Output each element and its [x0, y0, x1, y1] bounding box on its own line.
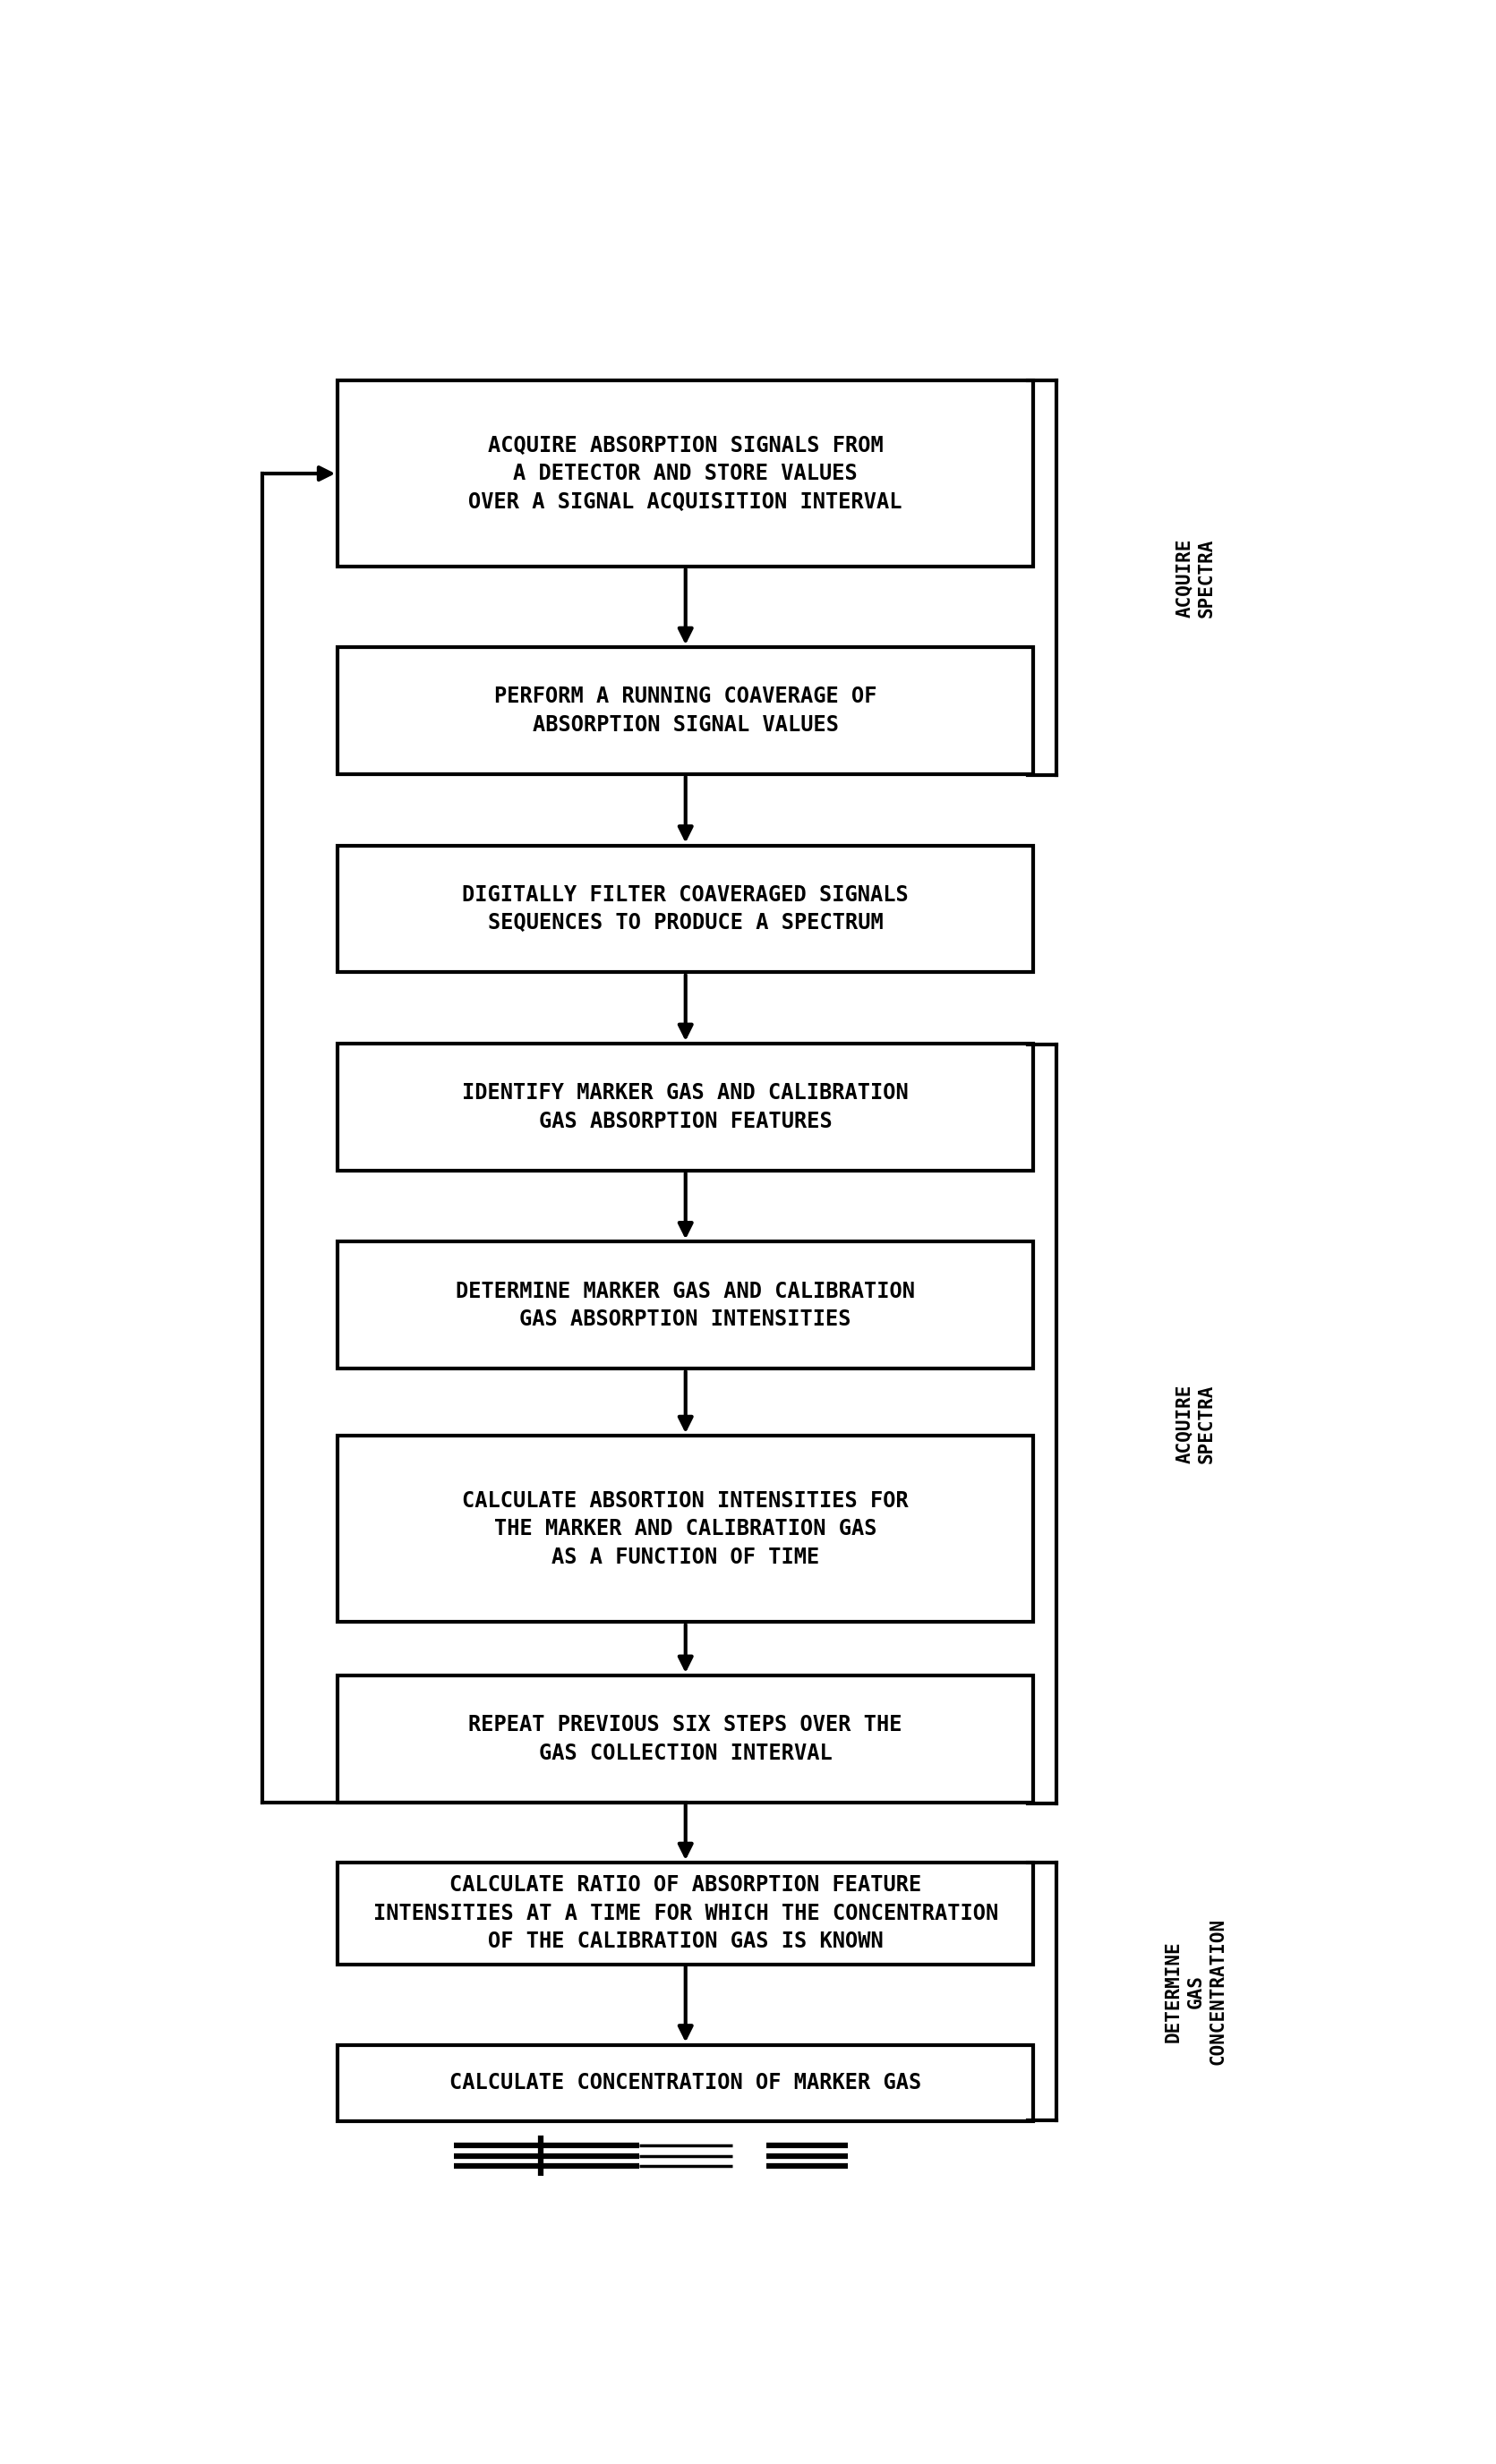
Bar — [338, 379, 1034, 567]
Text: ACQUIRE ABSORPTION SIGNALS FROM
A DETECTOR AND STORE VALUES
OVER A SIGNAL ACQUIS: ACQUIRE ABSORPTION SIGNALS FROM A DETECT… — [468, 434, 902, 513]
Bar — [338, 2045, 1034, 2122]
Text: DIGITALLY FILTER COAVERAGED SIGNALS
SEQUENCES TO PRODUCE A SPECTRUM: DIGITALLY FILTER COAVERAGED SIGNALS SEQU… — [462, 885, 908, 934]
Text: REPEAT PREVIOUS SIX STEPS OVER THE
GAS COLLECTION INTERVAL: REPEAT PREVIOUS SIX STEPS OVER THE GAS C… — [468, 1715, 902, 1764]
Text: CALCULATE CONCENTRATION OF MARKER GAS: CALCULATE CONCENTRATION OF MARKER GAS — [449, 2072, 922, 2094]
Text: ACQUIRE
SPECTRA: ACQUIRE SPECTRA — [1176, 537, 1216, 618]
Text: ACQUIRE
SPECTRA: ACQUIRE SPECTRA — [1176, 1385, 1216, 1464]
Bar — [338, 1676, 1034, 1804]
Text: CALCULATE ABSORTION INTENSITIES FOR
THE MARKER AND CALIBRATION GAS
AS A FUNCTION: CALCULATE ABSORTION INTENSITIES FOR THE … — [462, 1491, 908, 1567]
Text: IDENTIFY MARKER GAS AND CALIBRATION
GAS ABSORPTION FEATURES: IDENTIFY MARKER GAS AND CALIBRATION GAS … — [462, 1082, 908, 1131]
Text: PERFORM A RUNNING COAVERAGE OF
ABSORPTION SIGNAL VALUES: PERFORM A RUNNING COAVERAGE OF ABSORPTIO… — [494, 685, 877, 737]
Bar — [338, 1437, 1034, 1621]
Bar — [338, 845, 1034, 973]
Bar — [338, 1863, 1034, 1964]
Bar — [338, 1045, 1034, 1170]
Text: DETERMINE
GAS
CONCENTRATION: DETERMINE GAS CONCENTRATION — [1164, 1917, 1227, 2065]
Bar — [338, 1242, 1034, 1370]
Text: DETERMINE MARKER GAS AND CALIBRATION
GAS ABSORPTION INTENSITIES: DETERMINE MARKER GAS AND CALIBRATION GAS… — [456, 1281, 916, 1331]
Text: CALCULATE RATIO OF ABSORPTION FEATURE
INTENSITIES AT A TIME FOR WHICH THE CONCEN: CALCULATE RATIO OF ABSORPTION FEATURE IN… — [373, 1875, 998, 1951]
Bar — [338, 648, 1034, 774]
